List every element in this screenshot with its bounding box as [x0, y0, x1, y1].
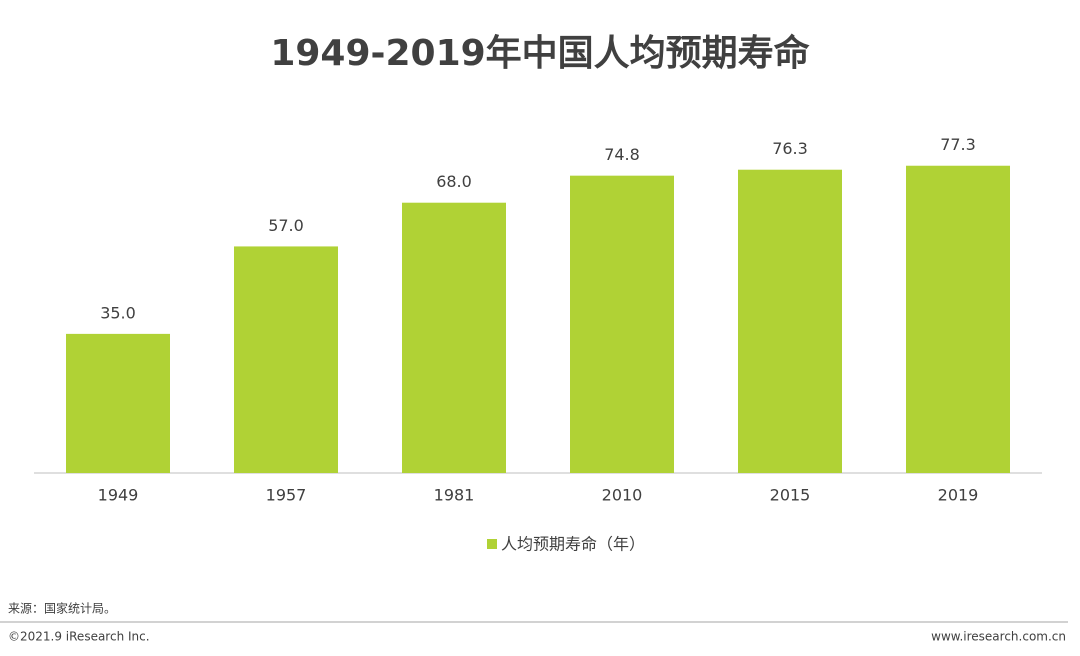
bar [234, 246, 338, 473]
x-tick-label: 2015 [770, 486, 811, 505]
legend-label: 人均预期寿命（年） [501, 535, 645, 554]
bar [906, 165, 1010, 474]
chart-title: 1949-2019年中国人均预期寿命 [270, 32, 809, 74]
value-label: 57.0 [268, 216, 304, 235]
value-label: 35.0 [100, 303, 136, 322]
x-tick-label: 1949 [98, 486, 139, 505]
value-label: 76.3 [772, 139, 808, 158]
bar [738, 169, 842, 473]
x-tick-label: 1957 [266, 486, 307, 505]
bar [402, 202, 506, 473]
x-tick-label: 1981 [434, 486, 475, 505]
x-tick-label: 2019 [938, 486, 979, 505]
value-label: 77.3 [940, 135, 976, 154]
legend-swatch [487, 539, 497, 549]
website: www.iresearch.com.cn [931, 630, 1066, 644]
x-tick-label: 2010 [602, 486, 643, 505]
bar [66, 333, 170, 473]
source-note: 来源：国家统计局。 [8, 601, 116, 616]
value-label: 74.8 [604, 145, 640, 164]
copyright: ©2021.9 iResearch Inc. [8, 630, 150, 644]
bar [570, 175, 674, 474]
value-label: 68.0 [436, 172, 472, 191]
